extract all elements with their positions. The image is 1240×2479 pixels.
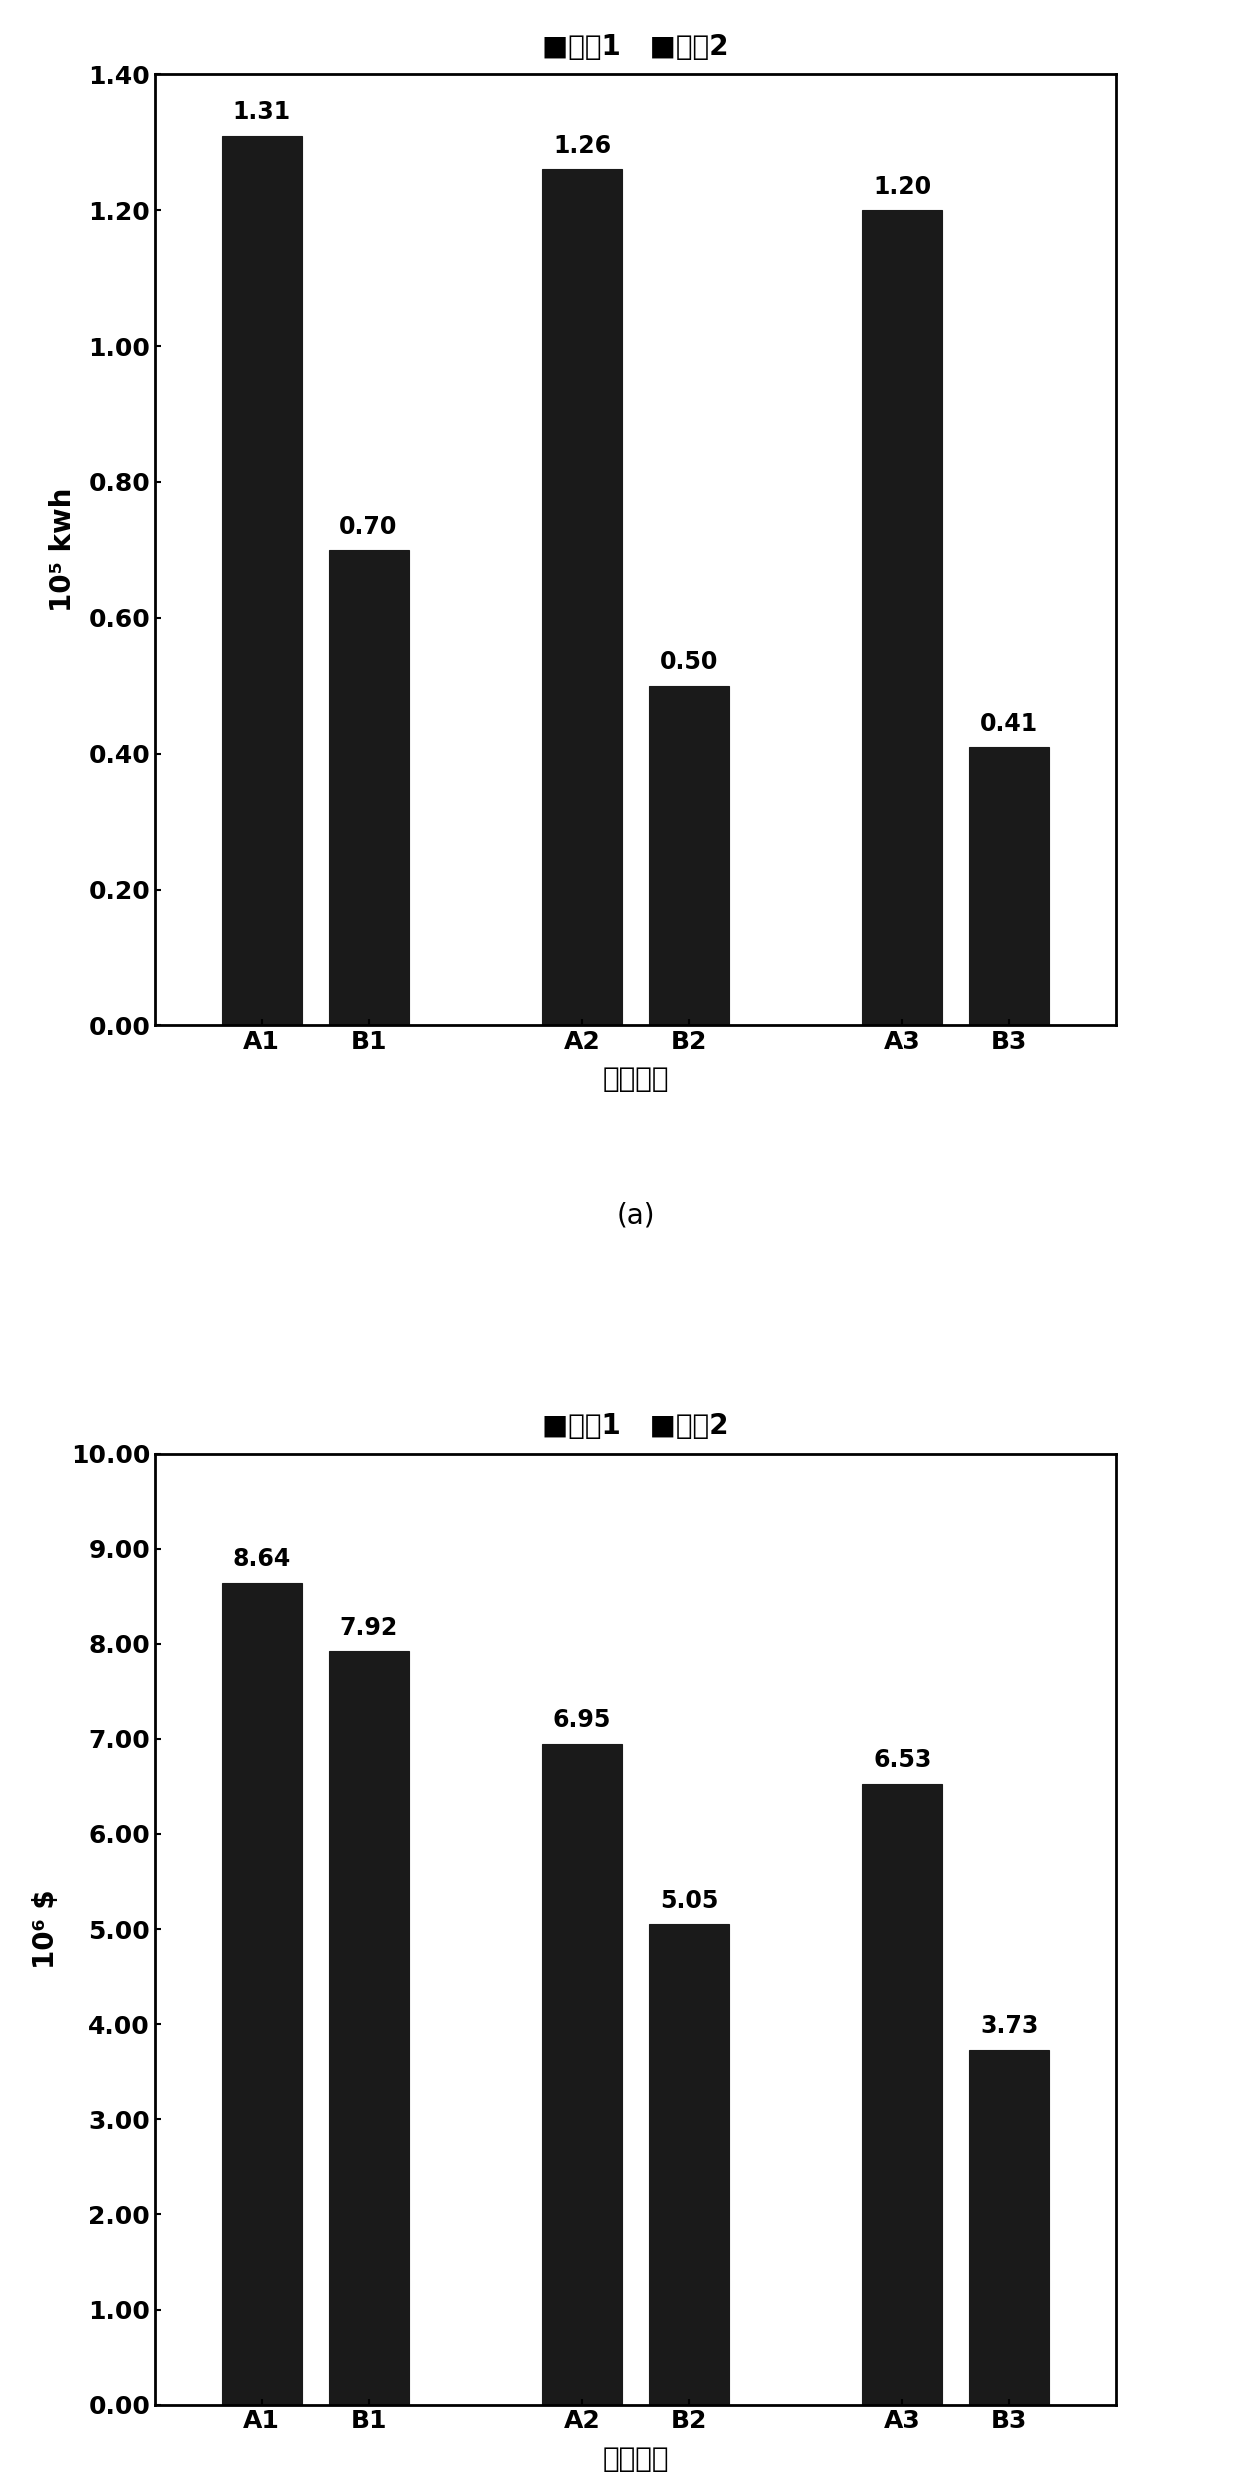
Text: (a): (a) [616,1202,655,1230]
Text: 1.20: 1.20 [873,176,931,198]
Bar [649,1924,729,2405]
Bar [329,550,409,1026]
X-axis label: 规划方案: 规划方案 [603,2444,668,2472]
Bar [970,746,1049,1026]
Bar [542,1743,622,2405]
Text: 0.50: 0.50 [660,649,718,674]
Bar [222,1584,301,2405]
Text: 0.70: 0.70 [340,516,398,538]
Bar [222,136,301,1026]
Y-axis label: 10⁵ kwh: 10⁵ kwh [50,488,77,612]
Y-axis label: 10⁶ $: 10⁶ $ [32,1889,60,1968]
Bar [649,687,729,1026]
Text: 1.26: 1.26 [553,134,611,159]
Text: 0.41: 0.41 [980,711,1038,736]
Bar [970,2050,1049,2405]
Text: 3.73: 3.73 [980,2015,1038,2038]
Title: ■场景1   ■场景2: ■场景1 ■场景2 [542,32,729,62]
Text: 7.92: 7.92 [340,1616,398,1641]
Text: 6.53: 6.53 [873,1748,931,1772]
Bar [329,1651,409,2405]
Text: 6.95: 6.95 [553,1708,611,1733]
Bar [542,169,622,1026]
Text: 1.31: 1.31 [233,99,291,124]
Title: ■场景1   ■场景2: ■场景1 ■场景2 [542,1413,729,1440]
Text: 8.64: 8.64 [233,1547,291,1572]
Bar [862,1782,942,2405]
Bar [862,211,942,1026]
X-axis label: 规划方案: 规划方案 [603,1066,668,1093]
Text: 5.05: 5.05 [660,1889,718,1914]
